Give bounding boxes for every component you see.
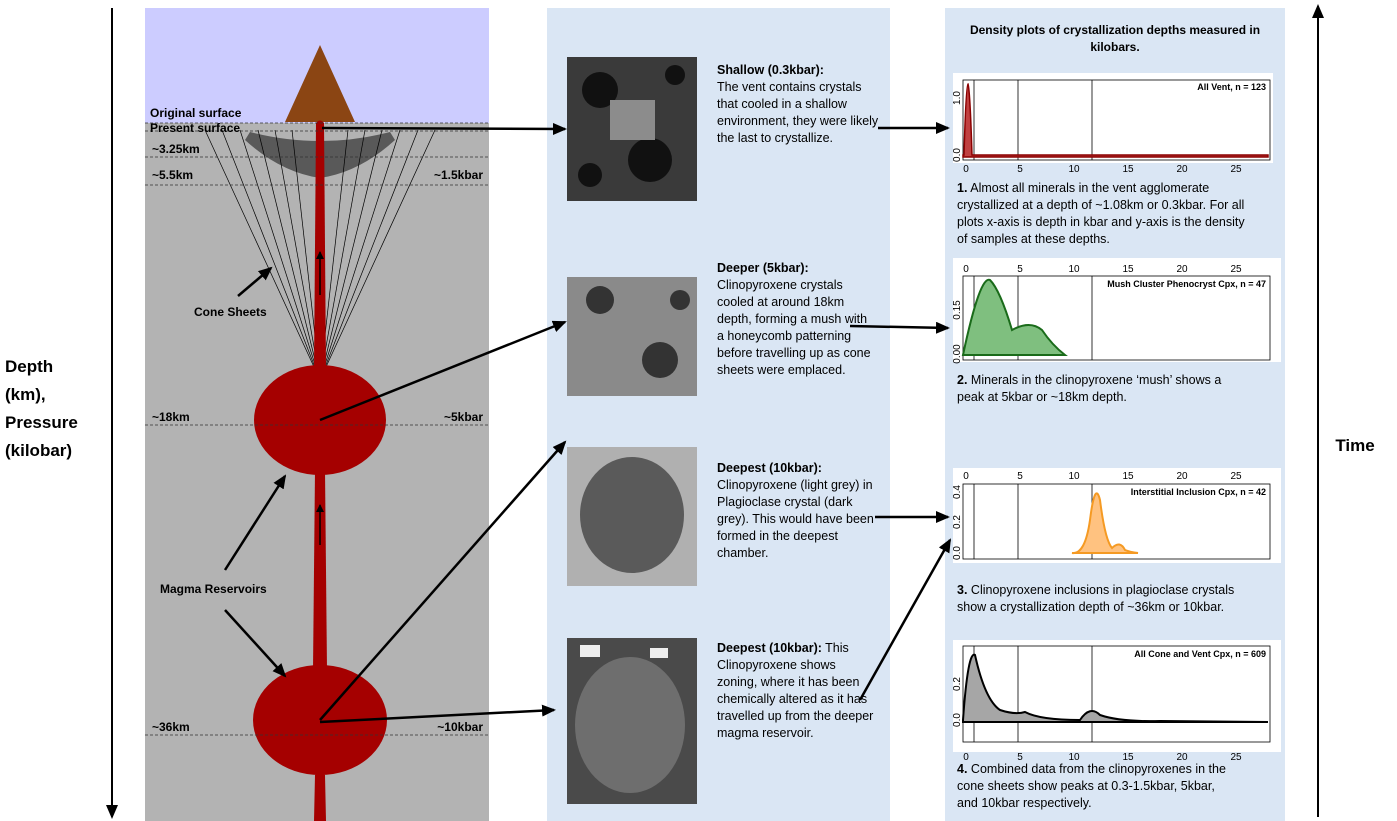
axis-label-line: (kilobar) <box>5 441 72 460</box>
axis-label: Depth (km), Pressure (kilobar) <box>5 357 78 460</box>
plot-title: Mush Cluster Phenocryst Cpx, n = 47 <box>1107 279 1266 289</box>
x-tick-label: 25 <box>1230 264 1242 275</box>
x-tick-label: 25 <box>1230 164 1242 175</box>
x-tick-label: 0 <box>963 471 969 482</box>
pressure-label: ~10kbar <box>437 720 483 734</box>
x-tick-label: 10 <box>1068 471 1080 482</box>
annotation: Cone Sheets <box>194 305 267 319</box>
y-tick-label: 0.15 <box>952 300 963 320</box>
sample-body: Clinopyroxene (light grey) in Plagioclas… <box>717 477 877 562</box>
y-tick-label: 0.0 <box>952 148 963 162</box>
x-tick-label: 20 <box>1176 264 1188 275</box>
x-tick-label: 10 <box>1068 164 1080 175</box>
x-tick-label: 5 <box>1017 471 1023 482</box>
x-tick-label: 0 <box>963 164 969 175</box>
plot-caption: 4. Combined data from the clinopyroxenes… <box>957 761 1237 812</box>
caption-text: Combined data from the clinopyroxenes in… <box>957 762 1226 810</box>
y-tick-label: 0.2 <box>952 677 963 691</box>
plots-title: Density plots of crystallization depths … <box>965 22 1265 56</box>
x-tick-label: 15 <box>1122 164 1134 175</box>
sample-heading: Deeper (5kbar): <box>717 260 877 277</box>
sample-heading: Deepest (10kbar): <box>717 460 877 477</box>
sample-body: This Clinopyroxene shows zoning, where i… <box>717 641 873 740</box>
plot-title: All Cone and Vent Cpx, n = 609 <box>1134 649 1266 659</box>
caption-text: Minerals in the clinopyroxene ‘mush’ sho… <box>957 373 1221 404</box>
sample-heading: Deepest (10kbar): <box>717 641 822 655</box>
pressure-label: ~5kbar <box>444 410 483 424</box>
sample-body: The vent contains crystals that cooled i… <box>717 79 879 147</box>
y-tick-label: 0.0 <box>952 713 963 727</box>
x-tick-label: 20 <box>1176 471 1188 482</box>
sample-text: Shallow (0.3kbar):The vent contains crys… <box>717 62 879 147</box>
x-tick-label: 5 <box>1017 264 1023 275</box>
depth-label: ~5.5km <box>152 168 193 182</box>
sample-text: Deepest (10kbar): This Clinopyroxene sho… <box>717 640 877 742</box>
sample-body: Clinopyroxene crystals cooled at around … <box>717 277 877 379</box>
diagram: Original surface Present surface ~3.25km… <box>0 0 1397 821</box>
y-tick-label: 0.4 <box>952 485 963 499</box>
caption-number: 2. <box>957 373 967 387</box>
caption-text: Clinopyroxene inclusions in plagioclase … <box>957 583 1234 614</box>
y-tick-label: 0.2 <box>952 515 963 529</box>
depth-label: ~3.25km <box>152 142 200 156</box>
caption-number: 4. <box>957 762 967 776</box>
x-tick-label: 25 <box>1230 471 1242 482</box>
surface-label: Present surface <box>150 121 240 135</box>
y-tick-label: 0.0 <box>952 546 963 560</box>
x-tick-label: 5 <box>1017 164 1023 175</box>
y-tick-label: 0.00 <box>952 344 963 364</box>
plot-caption: 3. Clinopyroxene inclusions in plagiocla… <box>957 582 1247 616</box>
annotation: Magma Reservoirs <box>160 582 267 596</box>
page: Original surface Present surface ~3.25km… <box>0 0 1397 821</box>
axis-label-line: Depth <box>5 357 53 376</box>
caption-text: Almost all minerals in the vent agglomer… <box>957 181 1245 246</box>
sample-heading: Shallow (0.3kbar): <box>717 62 879 79</box>
x-tick-label: 15 <box>1122 471 1134 482</box>
caption-number: 3. <box>957 583 967 597</box>
pressure-label: ~1.5kbar <box>434 168 483 182</box>
y-tick-label: 1.0 <box>952 91 963 105</box>
time-label: Time <box>1335 436 1374 455</box>
axis-label-line: (km), <box>5 385 46 404</box>
depth-label: ~36km <box>152 720 190 734</box>
x-tick-label: 10 <box>1068 264 1080 275</box>
x-tick-label: 0 <box>963 264 969 275</box>
plot-title: Interstitial Inclusion Cpx, n = 42 <box>1131 487 1266 497</box>
plot-title: All Vent, n = 123 <box>1197 82 1266 92</box>
depth-label: ~18km <box>152 410 190 424</box>
plot-caption: 2. Minerals in the clinopyroxene ‘mush’ … <box>957 372 1227 406</box>
x-tick-label: 20 <box>1176 164 1188 175</box>
plot-caption: 1. Almost all minerals in the vent agglo… <box>957 180 1252 248</box>
sample-text: Deepest (10kbar):Clinopyroxene (light gr… <box>717 460 877 562</box>
axis-label-line: Pressure <box>5 413 78 432</box>
caption-number: 1. <box>957 181 967 195</box>
sample-text: Deeper (5kbar):Clinopyroxene crystals co… <box>717 260 877 379</box>
surface-label: Original surface <box>150 106 242 120</box>
x-tick-label: 15 <box>1122 264 1134 275</box>
